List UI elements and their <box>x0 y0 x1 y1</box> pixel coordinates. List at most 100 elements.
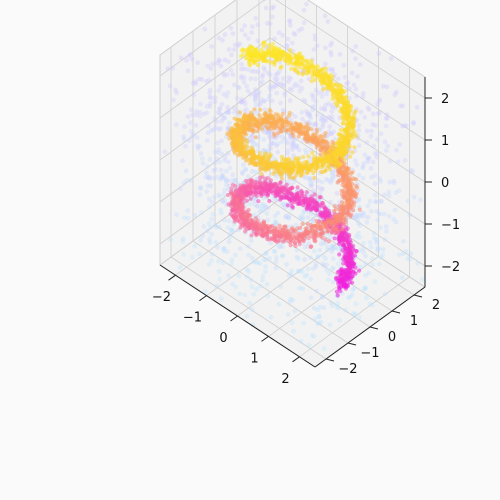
noise-point <box>355 74 360 79</box>
noise-point <box>223 110 229 115</box>
helix-point <box>331 227 336 232</box>
noise-point <box>223 176 229 182</box>
noise-point <box>264 282 270 287</box>
noise-point <box>226 273 231 278</box>
noise-point <box>382 291 388 297</box>
noise-point <box>342 74 348 80</box>
noise-point <box>294 144 300 149</box>
noise-point <box>224 178 229 184</box>
noise-point <box>369 256 375 261</box>
noise-point <box>308 211 314 217</box>
helix-point <box>346 200 351 205</box>
helix-point <box>257 181 262 186</box>
helix-point <box>271 171 276 176</box>
noise-point <box>205 164 211 169</box>
noise-point <box>378 255 384 260</box>
noise-point <box>363 286 368 291</box>
noise-point <box>204 79 209 84</box>
noise-point <box>324 91 329 97</box>
noise-point <box>220 199 226 204</box>
noise-point <box>220 172 225 178</box>
noise-point <box>206 77 212 83</box>
noise-point <box>217 106 222 112</box>
helix-point <box>263 111 268 116</box>
helix-point <box>339 268 344 273</box>
helix-point <box>345 100 350 105</box>
helix-point <box>248 196 253 201</box>
noise-point <box>184 57 189 63</box>
noise-point <box>302 175 308 181</box>
helix-point <box>245 157 250 162</box>
noise-point <box>329 170 335 176</box>
noise-point <box>321 263 327 269</box>
x-tick-mark <box>230 315 238 322</box>
noise-point <box>328 116 333 121</box>
noise-point <box>329 249 335 255</box>
noise-point <box>383 123 389 129</box>
noise-point <box>230 72 236 78</box>
noise-point <box>290 147 295 153</box>
noise-point <box>272 36 277 42</box>
noise-point <box>305 266 311 272</box>
noise-point <box>250 255 255 261</box>
helix-point <box>268 224 273 229</box>
noise-point <box>228 68 234 73</box>
noise-point <box>207 87 213 93</box>
noise-point <box>367 301 372 307</box>
helix-point <box>349 245 354 250</box>
helix-point <box>238 126 243 131</box>
noise-point <box>246 243 251 249</box>
noise-point <box>227 120 232 126</box>
helix-point <box>275 186 280 191</box>
helix-point <box>294 59 299 65</box>
helix-point <box>289 192 294 197</box>
noise-point <box>222 57 228 63</box>
noise-point <box>244 107 249 112</box>
noise-point <box>282 92 288 98</box>
helix-point <box>279 154 284 159</box>
noise-point <box>268 314 274 320</box>
noise-point <box>299 26 305 32</box>
helix-point <box>250 178 255 183</box>
noise-point <box>214 156 220 162</box>
helix-point <box>274 161 279 166</box>
noise-point <box>267 21 273 27</box>
noise-point <box>291 31 297 36</box>
helix-point <box>300 72 305 77</box>
helix-point <box>348 107 353 112</box>
noise-point <box>209 231 215 237</box>
helix-point <box>253 216 258 221</box>
noise-point <box>312 316 318 322</box>
helix-point <box>342 201 347 206</box>
noise-point <box>190 254 195 260</box>
helix-point <box>341 272 346 278</box>
helix-point <box>348 136 353 142</box>
helix-point <box>260 58 265 63</box>
noise-point <box>248 76 254 82</box>
helix-point <box>299 124 304 129</box>
noise-point <box>329 109 335 114</box>
helix-point <box>252 107 257 112</box>
noise-point <box>415 260 420 266</box>
helix-point <box>348 122 353 127</box>
noise-point <box>331 245 336 251</box>
noise-point <box>290 140 295 146</box>
helix-point <box>237 218 242 223</box>
helix-point <box>274 193 279 198</box>
noise-point <box>267 84 273 90</box>
noise-point <box>260 277 265 283</box>
helix-point <box>237 147 242 152</box>
noise-point <box>303 147 308 153</box>
helix-point <box>319 67 324 72</box>
helix-point <box>277 237 282 242</box>
helix-point <box>259 171 264 176</box>
noise-point <box>249 30 255 35</box>
noise-point <box>311 305 317 311</box>
noise-point <box>377 97 383 103</box>
noise-point <box>319 294 325 299</box>
noise-point <box>325 277 331 283</box>
helix-point <box>279 64 284 69</box>
noise-point <box>186 138 192 144</box>
noise-point <box>370 122 376 128</box>
helix-point <box>247 224 252 230</box>
